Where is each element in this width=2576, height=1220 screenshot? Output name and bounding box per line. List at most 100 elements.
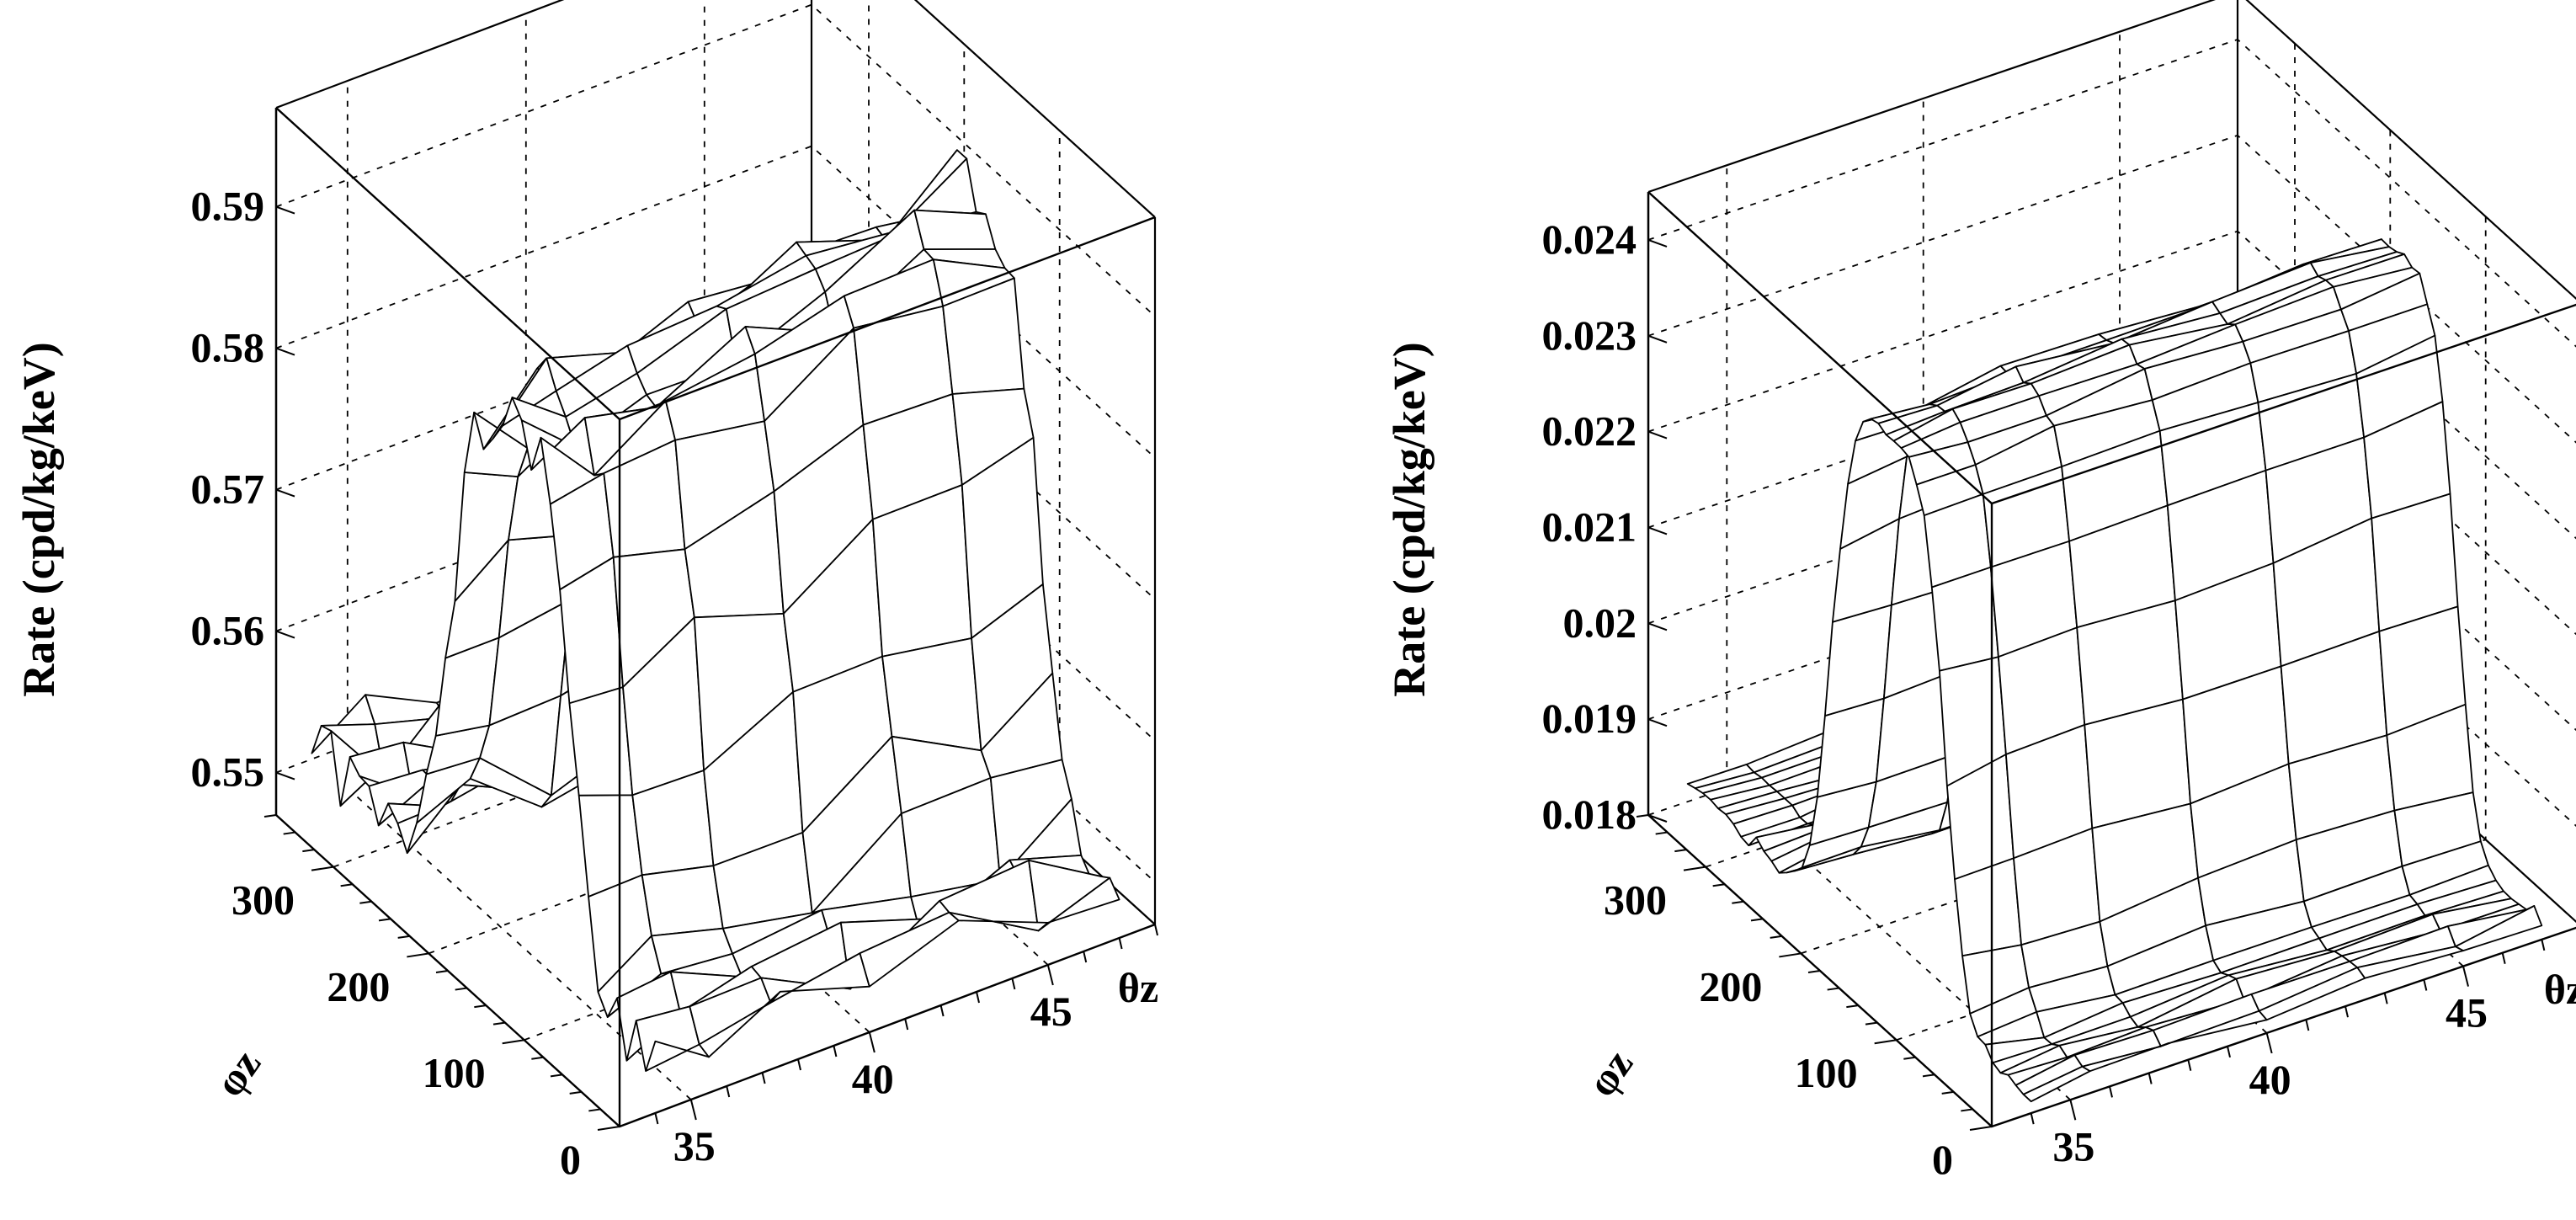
surface-cell <box>568 686 634 796</box>
y-gridline <box>333 0 870 868</box>
phi-tick <box>263 814 277 818</box>
top-back-edges <box>1647 0 2576 301</box>
theta-tick <box>2227 1046 2231 1058</box>
top-front-edges <box>275 107 1156 421</box>
phi-tick <box>1969 1126 1993 1131</box>
top-back-edges <box>275 0 1156 218</box>
phi-tick <box>407 952 429 958</box>
z-gridline <box>275 3 1156 317</box>
theta-tick <box>2501 952 2506 964</box>
phi-tick <box>1807 970 1821 973</box>
z-tick-label: 0.024 <box>1542 216 1637 263</box>
z-tick <box>275 347 295 356</box>
theta-tick <box>1118 937 1123 950</box>
phi-tick <box>531 1056 544 1060</box>
z-tick <box>275 771 295 780</box>
phi-tick <box>1922 1073 1935 1078</box>
theta-tick <box>2069 1100 2077 1121</box>
phi-tick <box>1846 1004 1859 1009</box>
theta-tick <box>2265 1032 2273 1054</box>
surface-mesh <box>1686 238 2543 1103</box>
theta-axis: 35 40 45 θz <box>2030 939 2576 1169</box>
phi-tick <box>1779 952 1802 958</box>
z-tick-label: 0.023 <box>1542 312 1637 359</box>
z-tick <box>1647 622 1668 631</box>
phi-tick <box>502 1039 524 1045</box>
theta-tick <box>2109 1086 2113 1098</box>
z-axis: 0.018 0.019 0.02 0.021 0.022 0.023 0.024 Rate (… <box>1384 216 1668 838</box>
phi-tick <box>588 1108 601 1112</box>
theta-tick <box>2305 1019 2310 1031</box>
z-axis: 0.55 0.56 0.57 0.58 0.59 Rate (cpd/kg/keV) <box>13 183 295 796</box>
surface-cell <box>2454 905 2543 951</box>
z-tick-label: 0.55 <box>191 749 265 796</box>
z-tick-label: 0.58 <box>191 324 265 371</box>
phi-tick <box>597 1126 620 1131</box>
phi-tick <box>302 849 315 853</box>
z-gridline <box>275 286 1156 600</box>
phi-tick <box>1874 1039 1897 1045</box>
z-axis-title: Rate (cpd/kg/keV) <box>13 342 64 696</box>
surface-cell <box>1037 876 1120 932</box>
phi-tick <box>1750 918 1764 922</box>
theta-tick <box>654 1112 659 1125</box>
z-gridline <box>275 145 1156 459</box>
phi-tick <box>1683 866 1706 871</box>
phi-tick <box>283 831 295 835</box>
z-tick <box>1647 430 1668 440</box>
phi-tick <box>569 1090 582 1095</box>
phi-tick <box>550 1073 563 1078</box>
z-tick-label: 0.019 <box>1542 695 1637 742</box>
phi-axis-title: φz <box>1578 1041 1642 1105</box>
surface-plot-right: 0.018 0.019 0.02 0.021 0.022 0.023 0.024 Rate (… <box>1384 0 2576 1183</box>
theta-tick <box>1011 978 1016 990</box>
phi-tick <box>1732 900 1744 904</box>
z-axis-title: Rate (cpd/kg/keV) <box>1384 342 1434 696</box>
theta-tick <box>904 1018 909 1031</box>
phi-tick-label: 300 <box>232 876 295 924</box>
theta-tick <box>833 1045 838 1058</box>
theta-tick-label: 45 <box>1030 988 1072 1035</box>
theta-tick <box>1154 924 1158 936</box>
theta-tick <box>2344 1005 2349 1018</box>
phi-tick <box>1903 1056 1916 1060</box>
phi-tick <box>1941 1090 1954 1095</box>
surface-cell <box>881 637 982 752</box>
theta-tick <box>2541 939 2546 951</box>
theta-axis-title: θz <box>2544 966 2576 1013</box>
phi-axis: 0 100 200 300 φz <box>205 814 620 1183</box>
phi-tick-label: 0 <box>560 1136 581 1183</box>
surface-mesh <box>311 149 1120 1072</box>
z-tick <box>275 488 295 498</box>
phi-tick <box>1712 883 1725 887</box>
phi-tick <box>311 866 334 871</box>
phi-tick-label: 200 <box>1699 962 1762 1010</box>
z-tick-label: 0.02 <box>1563 599 1637 646</box>
phi-tick <box>1865 1021 1878 1026</box>
phi-tick-label: 200 <box>327 962 390 1010</box>
z-gridline <box>1647 230 2576 540</box>
z-tick <box>1647 526 1668 535</box>
z-tick <box>1647 718 1668 727</box>
z-tick-label: 0.56 <box>191 607 265 654</box>
theta-tick <box>2423 979 2428 991</box>
phi-tick <box>359 900 372 904</box>
theta-tick <box>2030 1112 2035 1125</box>
theta-tick <box>2383 993 2388 1004</box>
theta-tick-label: 35 <box>673 1122 716 1169</box>
phi-tick <box>492 1021 506 1026</box>
theta-tick-label: 35 <box>2052 1122 2094 1169</box>
z-tick-label: 0.021 <box>1542 503 1637 550</box>
z-tick <box>1647 238 1668 248</box>
phi-tick-label: 300 <box>1604 876 1667 924</box>
phi-tick <box>378 918 391 922</box>
phi-tick <box>340 883 353 887</box>
theta-tick-label: 45 <box>2446 989 2488 1036</box>
theta-axis: 35 40 45 θz <box>654 924 1158 1169</box>
theta-tick-label: 40 <box>852 1055 894 1102</box>
phi-tick <box>1655 831 1668 835</box>
z-tick-label: 0.57 <box>191 466 265 513</box>
theta-axis-title: θz <box>1118 964 1158 1011</box>
theta-tick <box>939 1004 945 1017</box>
surface-cell <box>913 209 997 251</box>
